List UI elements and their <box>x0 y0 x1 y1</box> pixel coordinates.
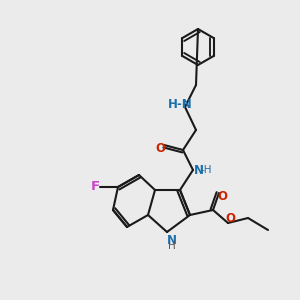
Text: O: O <box>155 142 165 154</box>
Text: N: N <box>194 164 204 176</box>
Text: F: F <box>90 181 100 194</box>
Text: O: O <box>225 212 235 226</box>
Text: H-N: H-N <box>168 98 192 112</box>
Text: O: O <box>217 190 227 202</box>
Text: N: N <box>167 233 177 247</box>
Text: H: H <box>168 241 176 251</box>
Text: -H: -H <box>200 165 212 175</box>
